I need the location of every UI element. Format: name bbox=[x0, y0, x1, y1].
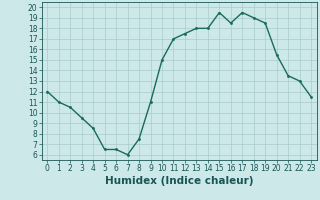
X-axis label: Humidex (Indice chaleur): Humidex (Indice chaleur) bbox=[105, 176, 253, 186]
